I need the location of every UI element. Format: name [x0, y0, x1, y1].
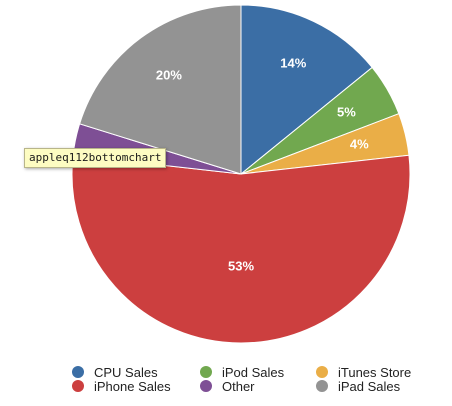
- legend-swatch-iphone-sales: [72, 380, 84, 392]
- pie-slice-label-cpu-sales: 14%: [280, 56, 306, 71]
- legend-label-ipod-sales: iPod Sales: [222, 364, 285, 380]
- pie-slice-label-ipad-sales: 20%: [156, 67, 182, 82]
- legend-swatch-other: [200, 380, 212, 392]
- legend-item-ipod-sales[interactable]: iPod Sales: [200, 364, 284, 380]
- pie-slice-label-ipod-sales: 5%: [337, 105, 356, 120]
- legend-label-other: Other: [222, 378, 255, 394]
- legend-label-cpu-sales: CPU Sales: [94, 364, 158, 380]
- legend-swatch-cpu-sales: [72, 366, 84, 378]
- chart-legend: CPU Sales iPod Sales iTunes Store iPhone…: [72, 364, 442, 398]
- pie-slice-labels: 14% 5% 4% 53% 20%: [156, 56, 369, 274]
- legend-swatch-ipod-sales: [200, 366, 212, 378]
- legend-label-ipad-sales: iPad Sales: [338, 378, 401, 394]
- legend-swatch-ipad-sales: [316, 380, 328, 392]
- legend-item-other[interactable]: Other: [200, 378, 255, 394]
- legend-item-cpu-sales[interactable]: CPU Sales: [72, 364, 158, 380]
- pie-slice-label-itunes-store: 4%: [350, 137, 369, 152]
- pie-slice-iphone-sales[interactable]: [71, 154, 411, 344]
- legend-swatch-itunes-store: [316, 366, 328, 378]
- pie-slice-label-iphone-sales: 53%: [228, 258, 254, 273]
- pie-slice-ipad-sales[interactable]: [78, 4, 242, 175]
- legend-label-itunes-store: iTunes Store: [338, 364, 412, 380]
- chart-tooltip: appleq112bottomchart: [24, 148, 167, 168]
- legend-label-iphone-sales: iPhone Sales: [94, 378, 171, 394]
- pie-slice-cpu-sales[interactable]: [240, 4, 373, 176]
- legend-item-itunes-store[interactable]: iTunes Store: [316, 364, 411, 380]
- legend-item-ipad-sales[interactable]: iPad Sales: [316, 378, 400, 394]
- legend-item-iphone-sales[interactable]: iPhone Sales: [72, 378, 171, 394]
- pie-slices: [71, 4, 411, 344]
